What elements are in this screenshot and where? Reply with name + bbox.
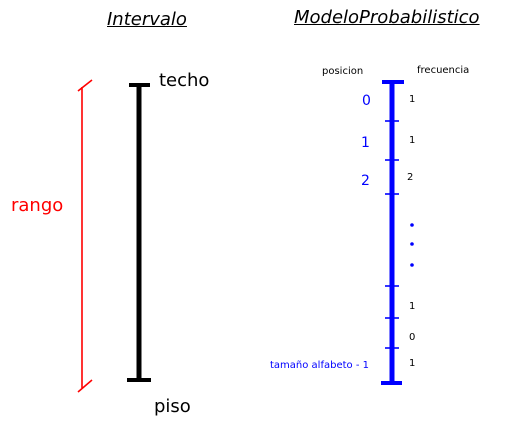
frequency-label: 0 bbox=[409, 332, 416, 343]
position-header: posicion bbox=[322, 66, 364, 77]
frequency-header: frecuencia bbox=[417, 65, 470, 76]
interval-bar bbox=[127, 83, 151, 382]
frequency-label: 2 bbox=[407, 172, 414, 183]
ellipsis-dot bbox=[410, 263, 414, 267]
frequency-label: 1 bbox=[409, 301, 416, 312]
position-label: 1 bbox=[361, 135, 370, 151]
frequency-label: 1 bbox=[409, 135, 416, 146]
range-top-tick bbox=[77, 79, 93, 92]
range-bottom-tick bbox=[77, 379, 93, 393]
ellipsis-dot bbox=[410, 223, 414, 227]
frequency-label: 1 bbox=[409, 94, 416, 105]
range-indicator bbox=[77, 79, 93, 393]
position-label: 0 bbox=[362, 93, 371, 109]
interval-bottom-label: piso bbox=[154, 396, 191, 417]
range-label: rango bbox=[11, 195, 64, 216]
position-label: 2 bbox=[361, 173, 370, 189]
frequency-label: 1 bbox=[409, 358, 416, 369]
last-position-label: tamaño alfabeto - 1 bbox=[270, 360, 369, 371]
interval-title: Intervalo bbox=[107, 9, 187, 30]
ellipsis-dot bbox=[410, 242, 414, 246]
interval-top-label: techo bbox=[159, 70, 210, 91]
model-bar bbox=[381, 80, 404, 385]
model-title: ModeloProbabilistico bbox=[294, 7, 480, 28]
ellipsis-dots bbox=[410, 223, 414, 267]
